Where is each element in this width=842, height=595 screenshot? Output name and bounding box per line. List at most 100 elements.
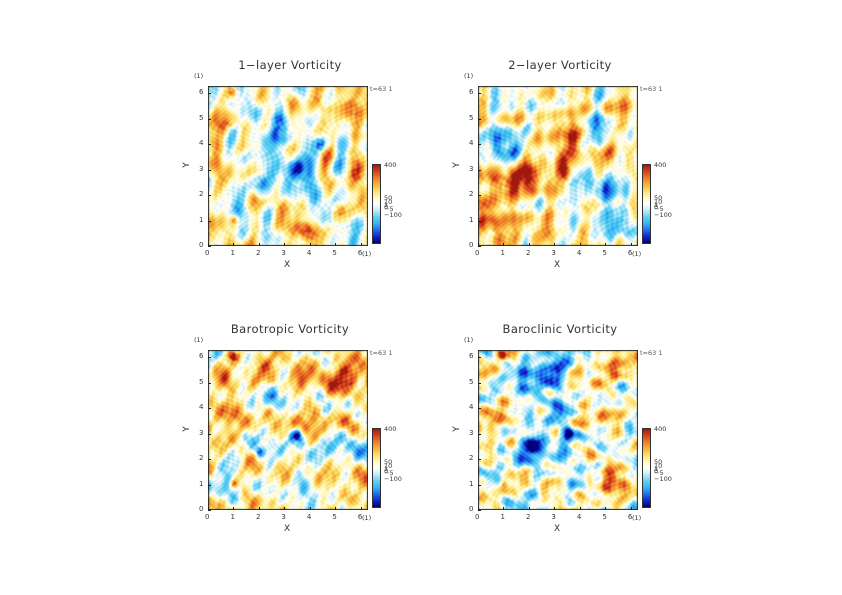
y-tick-label: 6 bbox=[469, 352, 474, 361]
y-tick-label: 5 bbox=[199, 377, 204, 386]
x-tick-label: 1 bbox=[230, 513, 235, 521]
x-tick-mark bbox=[309, 507, 311, 510]
y-tick-label: 0 bbox=[199, 241, 204, 249]
y-tick-label: 2 bbox=[199, 190, 204, 199]
y-unit-label: (1) bbox=[194, 336, 204, 344]
y-tick-label: 3 bbox=[469, 164, 474, 173]
y-unit-label: (1) bbox=[464, 72, 474, 80]
x-tick-mark bbox=[503, 243, 505, 246]
x-tick-mark bbox=[258, 507, 260, 510]
x-axis-label: X bbox=[284, 524, 291, 534]
x-tick-mark bbox=[233, 507, 235, 510]
x-tick-mark bbox=[605, 507, 607, 510]
y-tick-mark bbox=[478, 510, 481, 511]
y-tick-mark bbox=[208, 144, 211, 146]
y-tick-mark bbox=[478, 93, 481, 95]
y-tick-mark bbox=[478, 408, 481, 410]
x-tick-label: 2 bbox=[525, 249, 531, 257]
x-tick-mark bbox=[284, 507, 286, 510]
panel-1-layer-vorticity: 1−layer Vorticity 0 1 2 3 4 5 6 0 1 2 3 4 5 6 X Y (1) (1)… bbox=[180, 58, 580, 328]
y-tick-mark bbox=[208, 93, 211, 95]
y-tick-mark bbox=[208, 382, 211, 384]
x-tick-label: 5 bbox=[332, 513, 337, 521]
x-tick-label: 3 bbox=[551, 249, 556, 257]
panel-barotropic-vorticity: Barotropic Vorticity 0 1 2 3 4 5 6 0 1 2 3 4 5 6 X Y (1)… bbox=[180, 322, 580, 592]
y-tick-mark bbox=[478, 220, 481, 222]
x-tick-label: 5 bbox=[602, 513, 607, 521]
y-unit-label: (1) bbox=[464, 336, 474, 344]
y-axis-label: Y bbox=[451, 162, 462, 168]
colorbar-label: 0 bbox=[654, 203, 659, 211]
y-tick-mark bbox=[478, 459, 481, 461]
colorbar-label: −100 bbox=[384, 211, 402, 219]
x-tick-mark bbox=[335, 243, 337, 246]
colorbar-label: 1 bbox=[654, 465, 659, 473]
colorbar-label: 50 bbox=[654, 458, 663, 466]
x-axis-label: X bbox=[284, 260, 291, 270]
panel-baroclinic-vorticity: Baroclinic Vorticity 0 1 2 3 4 5 6 0 1 2 3 4 5 6 X Y (1)… bbox=[450, 322, 842, 592]
y-tick-label: 3 bbox=[199, 164, 204, 173]
colorbar bbox=[372, 428, 381, 508]
y-tick-label: 1 bbox=[199, 215, 204, 224]
colorbar-label: 400 bbox=[654, 425, 667, 433]
x-tick-label: 0 bbox=[475, 249, 480, 257]
y-tick-mark bbox=[478, 144, 481, 146]
y-tick-label: 0 bbox=[469, 505, 474, 513]
colorbar-label: −100 bbox=[384, 475, 402, 483]
x-tick-mark bbox=[503, 507, 505, 510]
y-tick-label: 0 bbox=[469, 241, 474, 249]
x-tick-label: 3 bbox=[551, 513, 556, 521]
time-label: t=63 1 bbox=[370, 85, 393, 93]
time-label: t=63 1 bbox=[640, 349, 663, 357]
y-axis-label: Y bbox=[181, 426, 192, 432]
x-unit-label: (1) bbox=[362, 514, 372, 522]
x-tick-mark bbox=[360, 243, 362, 246]
time-label: t=63 1 bbox=[640, 85, 663, 93]
x-tick-label: 4 bbox=[306, 513, 312, 521]
colorbar-label: 10 bbox=[384, 198, 393, 206]
x-tick-mark bbox=[579, 243, 581, 246]
vorticity-field bbox=[478, 350, 638, 510]
y-tick-label: 6 bbox=[199, 88, 204, 97]
y-tick-mark bbox=[478, 484, 481, 486]
y-tick-label: 5 bbox=[469, 113, 474, 122]
y-tick-mark bbox=[208, 220, 211, 222]
x-tick-label: 5 bbox=[602, 249, 607, 257]
x-tick-label: 4 bbox=[306, 249, 312, 257]
y-tick-mark bbox=[478, 433, 481, 435]
colorbar bbox=[372, 164, 381, 244]
x-tick-label: 2 bbox=[525, 513, 531, 521]
colorbar-label: 400 bbox=[384, 161, 397, 169]
x-tick-mark bbox=[605, 243, 607, 246]
y-tick-label: 1 bbox=[469, 479, 474, 488]
y-tick-mark bbox=[208, 510, 211, 511]
x-tick-label: 6 bbox=[627, 513, 633, 521]
y-tick-mark bbox=[208, 118, 211, 120]
x-tick-mark bbox=[630, 243, 632, 246]
panel-title: Baroclinic Vorticity bbox=[502, 322, 618, 336]
x-tick-label: 6 bbox=[357, 513, 363, 521]
y-tick-label: 0 bbox=[199, 505, 204, 513]
x-tick-mark bbox=[528, 243, 530, 246]
colorbar-label: 50 bbox=[654, 194, 663, 202]
x-tick-mark bbox=[309, 243, 311, 246]
colorbar-label: −100 bbox=[654, 211, 672, 219]
x-tick-mark bbox=[630, 507, 632, 510]
x-tick-label: 4 bbox=[576, 513, 582, 521]
x-tick-label: 1 bbox=[500, 249, 505, 257]
x-axis-label: X bbox=[554, 260, 561, 270]
colorbar-label: 0 bbox=[654, 467, 659, 475]
x-tick-mark bbox=[335, 507, 337, 510]
colorbar bbox=[642, 164, 651, 244]
colorbar-label: −5 bbox=[654, 469, 664, 477]
x-tick-label: 2 bbox=[255, 249, 261, 257]
time-label: t=63 1 bbox=[370, 349, 393, 357]
y-tick-label: 2 bbox=[469, 190, 474, 199]
vorticity-field bbox=[208, 350, 368, 510]
x-tick-mark bbox=[528, 507, 530, 510]
x-tick-label: 5 bbox=[332, 249, 337, 257]
x-tick-label: 1 bbox=[500, 513, 505, 521]
x-tick-mark bbox=[208, 507, 209, 510]
panel-2-layer-vorticity: 2−layer Vorticity 0 1 2 3 4 5 6 0 1 2 3 4 5 6 X Y (1) (1)… bbox=[450, 58, 842, 328]
y-tick-mark bbox=[208, 357, 211, 359]
